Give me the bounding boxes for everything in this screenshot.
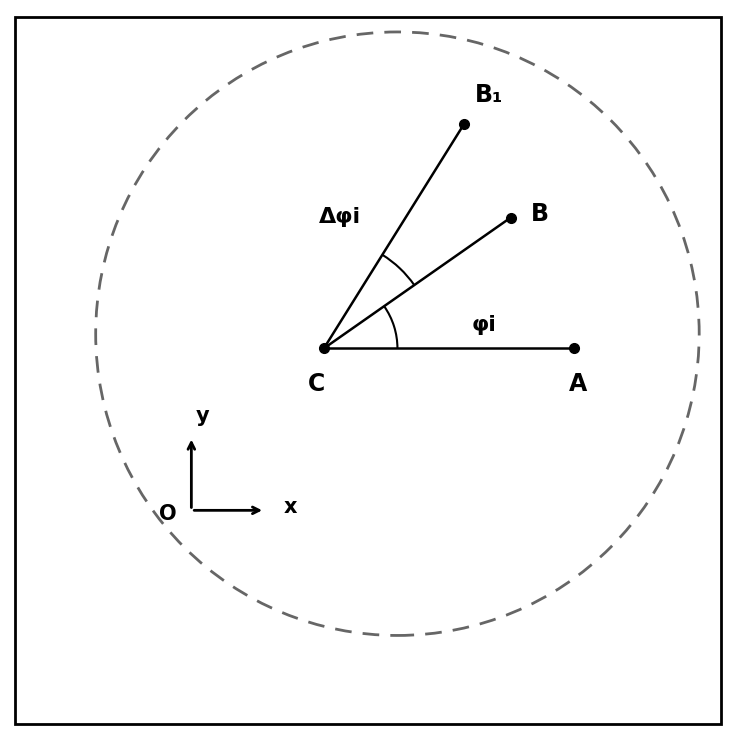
- Text: B: B: [531, 202, 549, 226]
- Text: A: A: [569, 372, 587, 396]
- Text: B₁: B₁: [475, 83, 503, 107]
- Text: O: O: [159, 504, 177, 524]
- Text: φi: φi: [472, 315, 497, 335]
- Text: C: C: [308, 372, 325, 396]
- Text: y: y: [196, 406, 209, 425]
- Text: x: x: [283, 496, 297, 516]
- Text: Δφi: Δφi: [319, 207, 361, 227]
